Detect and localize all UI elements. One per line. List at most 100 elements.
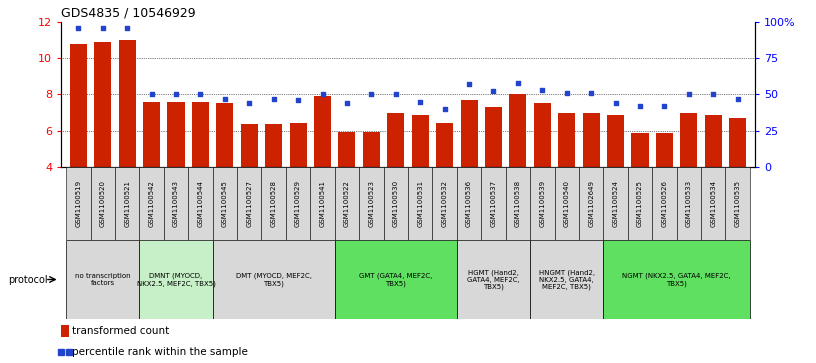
Bar <box>335 240 457 319</box>
Text: GSM1100528: GSM1100528 <box>271 180 277 227</box>
Text: GSM1100543: GSM1100543 <box>173 180 179 227</box>
Text: GSM1100531: GSM1100531 <box>417 180 424 227</box>
Text: GDS4835 / 10546929: GDS4835 / 10546929 <box>61 6 196 19</box>
Bar <box>725 167 750 240</box>
Bar <box>290 122 307 167</box>
Bar <box>530 167 555 240</box>
Bar <box>115 167 140 240</box>
Text: GSM1100534: GSM1100534 <box>710 180 716 227</box>
Bar <box>118 40 135 167</box>
Bar <box>701 167 725 240</box>
Bar <box>408 167 432 240</box>
Text: GSM1100536: GSM1100536 <box>466 180 472 227</box>
Text: GSM1100519: GSM1100519 <box>75 180 82 227</box>
Bar <box>213 240 335 319</box>
Point <box>414 99 427 105</box>
Bar <box>457 240 530 319</box>
Bar <box>652 167 676 240</box>
Text: GMT (GATA4, MEF2C,
TBX5): GMT (GATA4, MEF2C, TBX5) <box>359 273 432 286</box>
Text: GSM1100521: GSM1100521 <box>124 180 130 227</box>
Point <box>267 96 280 102</box>
Text: GSM1100541: GSM1100541 <box>320 180 326 227</box>
Bar <box>506 167 530 240</box>
Point <box>658 103 671 109</box>
Point <box>72 25 85 30</box>
Bar <box>265 124 282 167</box>
Bar <box>314 96 331 167</box>
Bar <box>261 167 286 240</box>
Bar <box>457 167 481 240</box>
Text: GSM1100545: GSM1100545 <box>222 180 228 227</box>
Bar <box>436 122 453 167</box>
Text: GSM1100542: GSM1100542 <box>149 180 154 227</box>
Bar <box>603 167 628 240</box>
Bar <box>167 102 184 167</box>
Text: GSM1100544: GSM1100544 <box>197 180 203 227</box>
Point <box>365 91 378 97</box>
Point <box>145 91 158 97</box>
Bar <box>310 167 335 240</box>
Bar <box>69 44 86 167</box>
Bar <box>530 240 603 319</box>
Bar <box>485 107 502 167</box>
Point <box>170 91 183 97</box>
Text: GSM1100540: GSM1100540 <box>564 180 570 227</box>
Bar <box>534 103 551 167</box>
Bar <box>411 115 428 167</box>
Bar <box>603 240 750 319</box>
Point <box>682 91 695 97</box>
Text: GSM1102649: GSM1102649 <box>588 180 594 227</box>
Text: GSM1100524: GSM1100524 <box>613 180 619 227</box>
Bar <box>335 167 359 240</box>
Text: GSM1100526: GSM1100526 <box>662 180 667 227</box>
Text: GSM1100522: GSM1100522 <box>344 180 350 227</box>
Point <box>96 25 109 30</box>
Point <box>316 91 329 97</box>
Point <box>487 89 500 94</box>
Point <box>584 90 597 96</box>
Point <box>194 91 207 97</box>
Bar <box>509 94 526 167</box>
Bar <box>66 240 140 319</box>
Point <box>219 96 232 102</box>
Point <box>463 81 476 87</box>
Bar <box>363 131 380 167</box>
Bar <box>339 131 356 167</box>
Text: HNGMT (Hand2,
NKX2.5, GATA4,
MEF2C, TBX5): HNGMT (Hand2, NKX2.5, GATA4, MEF2C, TBX5… <box>539 269 595 290</box>
Bar <box>481 167 506 240</box>
Bar <box>140 167 164 240</box>
Text: GSM1100529: GSM1100529 <box>295 180 301 227</box>
Text: GSM1100530: GSM1100530 <box>392 180 399 227</box>
Bar <box>359 167 384 240</box>
Bar <box>164 167 188 240</box>
Bar <box>286 167 310 240</box>
Text: no transcription
factors: no transcription factors <box>75 273 131 286</box>
Bar <box>140 240 213 319</box>
Bar <box>241 124 258 167</box>
Point <box>389 91 402 97</box>
Text: GSM1100535: GSM1100535 <box>734 180 741 227</box>
Point <box>633 103 646 109</box>
Point <box>609 100 622 106</box>
Text: DMNT (MYOCD,
NKX2.5, MEF2C, TBX5): DMNT (MYOCD, NKX2.5, MEF2C, TBX5) <box>136 273 215 286</box>
Bar <box>705 115 722 167</box>
Text: GSM1100532: GSM1100532 <box>441 180 448 227</box>
Text: GSM1100523: GSM1100523 <box>368 180 375 227</box>
Bar <box>388 113 405 167</box>
Bar <box>681 113 698 167</box>
Point <box>121 25 134 30</box>
Bar <box>66 167 91 240</box>
Text: GSM1100527: GSM1100527 <box>246 180 252 227</box>
Text: GSM1100520: GSM1100520 <box>100 180 106 227</box>
Bar <box>676 167 701 240</box>
Bar <box>91 167 115 240</box>
Point <box>242 100 255 106</box>
Bar <box>237 167 261 240</box>
Bar <box>555 167 579 240</box>
Text: GSM1100537: GSM1100537 <box>490 180 496 227</box>
Bar <box>583 113 600 167</box>
Bar <box>579 167 603 240</box>
Text: HGMT (Hand2,
GATA4, MEF2C,
TBX5): HGMT (Hand2, GATA4, MEF2C, TBX5) <box>467 269 520 290</box>
Text: NGMT (NKX2.5, GATA4, MEF2C,
TBX5): NGMT (NKX2.5, GATA4, MEF2C, TBX5) <box>623 273 731 286</box>
Text: percentile rank within the sample: percentile rank within the sample <box>73 347 248 357</box>
